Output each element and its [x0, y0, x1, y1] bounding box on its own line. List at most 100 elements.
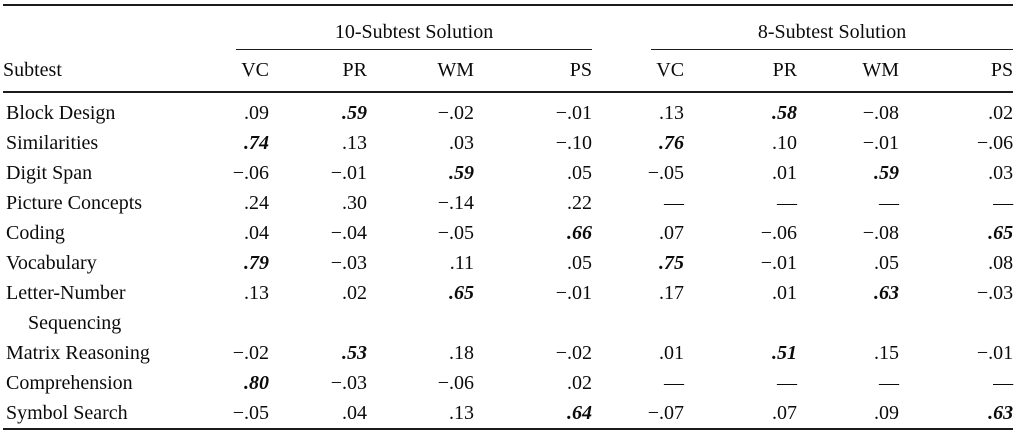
group-header-row: 10-Subtest Solution 8-Subtest Solution — [3, 5, 1014, 50]
loading-value: .07 — [772, 402, 798, 424]
column-header-row: Subtest VC PR WM PS VC PR WM PS — [3, 50, 1014, 92]
table-row: Digit Span −.06 −.01 .59 .05 −.05 .01 .59 .03 — [3, 158, 1013, 188]
factor-loadings-table: 10-Subtest Solution 8-Subtest Solution S… — [3, 4, 1014, 430]
loading-value: −.01 — [555, 282, 593, 304]
loading-value: .58 — [772, 102, 798, 124]
loading-value: .63 — [874, 282, 900, 304]
column-header-vc-8: VC — [656, 59, 685, 81]
loading-value: −.03 — [330, 372, 367, 394]
loading-value: .79 — [244, 252, 269, 274]
loading-value: .01 — [659, 342, 685, 364]
loading-value: .11 — [449, 252, 474, 274]
loading-value: .75 — [659, 252, 685, 274]
row-header-label: Subtest — [3, 59, 62, 81]
loading-value: — — [879, 372, 900, 394]
loading-value: −.10 — [555, 132, 593, 154]
loading-value: −.05 — [647, 162, 685, 184]
loading-value: .05 — [874, 252, 900, 274]
table-row: Letter-Number Sequencing .13 .02 .65 −.01 .17.… — [3, 278, 1013, 338]
table-row: Comprehension .80 −.03 −.06 .02 — — — — — [3, 368, 1013, 398]
table-row: Matrix Reasoning −.02 .53 .18 −.02 .01 .51 .15 −… — [3, 338, 1013, 368]
loading-value: −.01 — [862, 132, 900, 154]
column-header-vc-10: VC — [241, 59, 269, 81]
loading-value: .01 — [772, 162, 798, 184]
subtest-label: Vocabulary — [6, 252, 97, 274]
subtest-label: Digit Span — [6, 162, 93, 184]
subtest-label: Matrix Reasoning — [6, 342, 150, 364]
loading-value: −.06 — [976, 132, 1014, 154]
loading-value: .02 — [342, 282, 367, 304]
loading-value: .63 — [988, 402, 1014, 424]
loading-value: −.04 — [330, 222, 367, 244]
loading-value: −.08 — [862, 102, 900, 124]
subtest-label: Block Design — [6, 102, 116, 124]
subtest-label: Letter-Number Sequencing — [6, 282, 126, 334]
loading-value: .59 — [874, 162, 900, 184]
loading-value: −.01 — [976, 342, 1014, 364]
group-cell-8-subtest: 8-Subtest Solution — [592, 5, 1014, 50]
loading-value: .03 — [449, 132, 474, 154]
loading-value: −.02 — [232, 342, 269, 364]
loading-value: .53 — [342, 342, 367, 364]
loading-value: .02 — [567, 372, 593, 394]
loading-value: .07 — [659, 222, 685, 244]
group-label-8-subtest: 8-Subtest Solution — [757, 21, 907, 43]
subtest-label: Coding — [6, 222, 65, 244]
table-row: Symbol Search −.05 .04 .13 .64 −.07 .07 .09 .63 — [3, 398, 1013, 429]
loading-value: — — [777, 372, 798, 394]
loading-value: −.03 — [976, 282, 1014, 304]
loading-value: −.07 — [647, 402, 685, 424]
loading-value: .13 — [244, 282, 269, 304]
loading-value: −.01 — [330, 162, 367, 184]
loading-value: .10 — [772, 132, 798, 154]
loading-value: — — [993, 192, 1014, 214]
loading-value: .59 — [342, 102, 367, 124]
loading-value: .30 — [342, 192, 367, 214]
loading-value: .65 — [988, 222, 1014, 244]
loading-value: .18 — [449, 342, 474, 364]
column-header-pr-8: PR — [772, 59, 798, 81]
loading-value: .13 — [449, 402, 474, 424]
loading-value: .01 — [772, 282, 798, 304]
group-label-10-subtest: 10-Subtest Solution — [334, 21, 494, 43]
loading-value: −.02 — [555, 342, 593, 364]
loading-value: .15 — [874, 342, 900, 364]
subtest-label: Symbol Search — [6, 402, 128, 424]
loading-value: .05 — [567, 252, 593, 274]
table-body: Block Design .09 .59 −.02 −.01 .13 .58 −.08 .02 S… — [3, 92, 1013, 429]
loading-value: .17 — [659, 282, 685, 304]
loading-value: −.01 — [760, 252, 798, 274]
loading-value: .74 — [244, 132, 269, 154]
column-header-ps-8: PS — [990, 59, 1014, 81]
table-row: Block Design .09 .59 −.02 −.01 .13 .58 −.08 .02 — [3, 92, 1013, 128]
column-header-pr-10: PR — [342, 59, 367, 81]
loading-value: — — [664, 372, 685, 394]
loading-value: .80 — [244, 372, 269, 394]
table-row: Picture Concepts .24 .30 −.14 .22 — — — — — [3, 188, 1013, 218]
subtest-label: Comprehension — [6, 372, 133, 394]
loading-value: −.08 — [862, 222, 900, 244]
loading-value: .64 — [567, 402, 593, 424]
loading-value: — — [664, 192, 685, 214]
loading-value: −.06 — [232, 162, 269, 184]
loading-value: −.02 — [437, 102, 474, 124]
subtest-label: Picture Concepts — [6, 192, 143, 214]
column-header-ps-10: PS — [569, 59, 593, 81]
loading-value: .65 — [449, 282, 474, 304]
loading-value: .04 — [342, 402, 367, 424]
loading-value: .09 — [874, 402, 900, 424]
loading-value: .51 — [772, 342, 798, 364]
column-header-wm-10: WM — [437, 59, 474, 81]
table-row: Coding .04 −.04 −.05 .66 .07 −.06 −.08 .65 — [3, 218, 1013, 248]
loading-value: — — [879, 192, 900, 214]
loading-value: — — [777, 192, 798, 214]
loading-value: .59 — [449, 162, 474, 184]
group-spanner-rule: 8-Subtest Solution — [651, 21, 1014, 50]
group-header-spacer — [3, 5, 215, 50]
loading-value: .09 — [244, 102, 269, 124]
loading-value: .08 — [988, 252, 1014, 274]
loading-value: .04 — [244, 222, 269, 244]
loading-value: −.05 — [437, 222, 474, 244]
subtest-label: Similarities — [6, 132, 99, 154]
